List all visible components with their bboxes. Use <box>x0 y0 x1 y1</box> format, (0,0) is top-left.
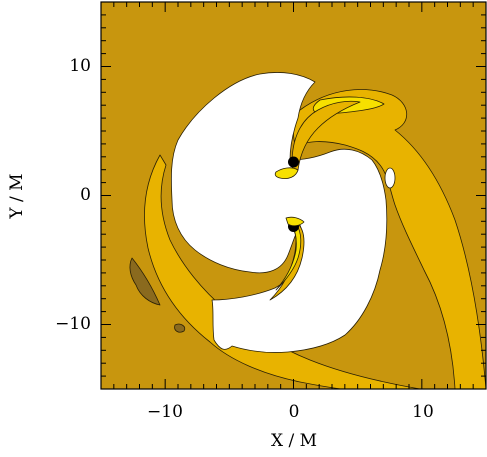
x-axis-label: X / M <box>271 431 317 451</box>
axis-ticks <box>100 1 487 390</box>
bh-2-glow <box>285 216 305 227</box>
central-region <box>170 72 388 353</box>
white-blob-right <box>384 167 396 189</box>
bh-1-glow <box>274 167 299 179</box>
arm-lower-bh-highlight <box>275 223 302 291</box>
xtick-label-0: −10 <box>147 402 183 422</box>
y-axis-label: Y / M <box>7 173 27 219</box>
ytick-label-1: 0 <box>80 185 91 205</box>
dark-patch-small <box>174 323 186 333</box>
ytick-label-0: −10 <box>55 314 91 334</box>
black-hole-1 <box>288 156 299 168</box>
ytick-label-2: 10 <box>69 56 91 76</box>
dark-lobe-left <box>129 257 161 306</box>
xtick-label-2: 10 <box>412 402 434 422</box>
xtick-label-1: 0 <box>289 402 300 422</box>
